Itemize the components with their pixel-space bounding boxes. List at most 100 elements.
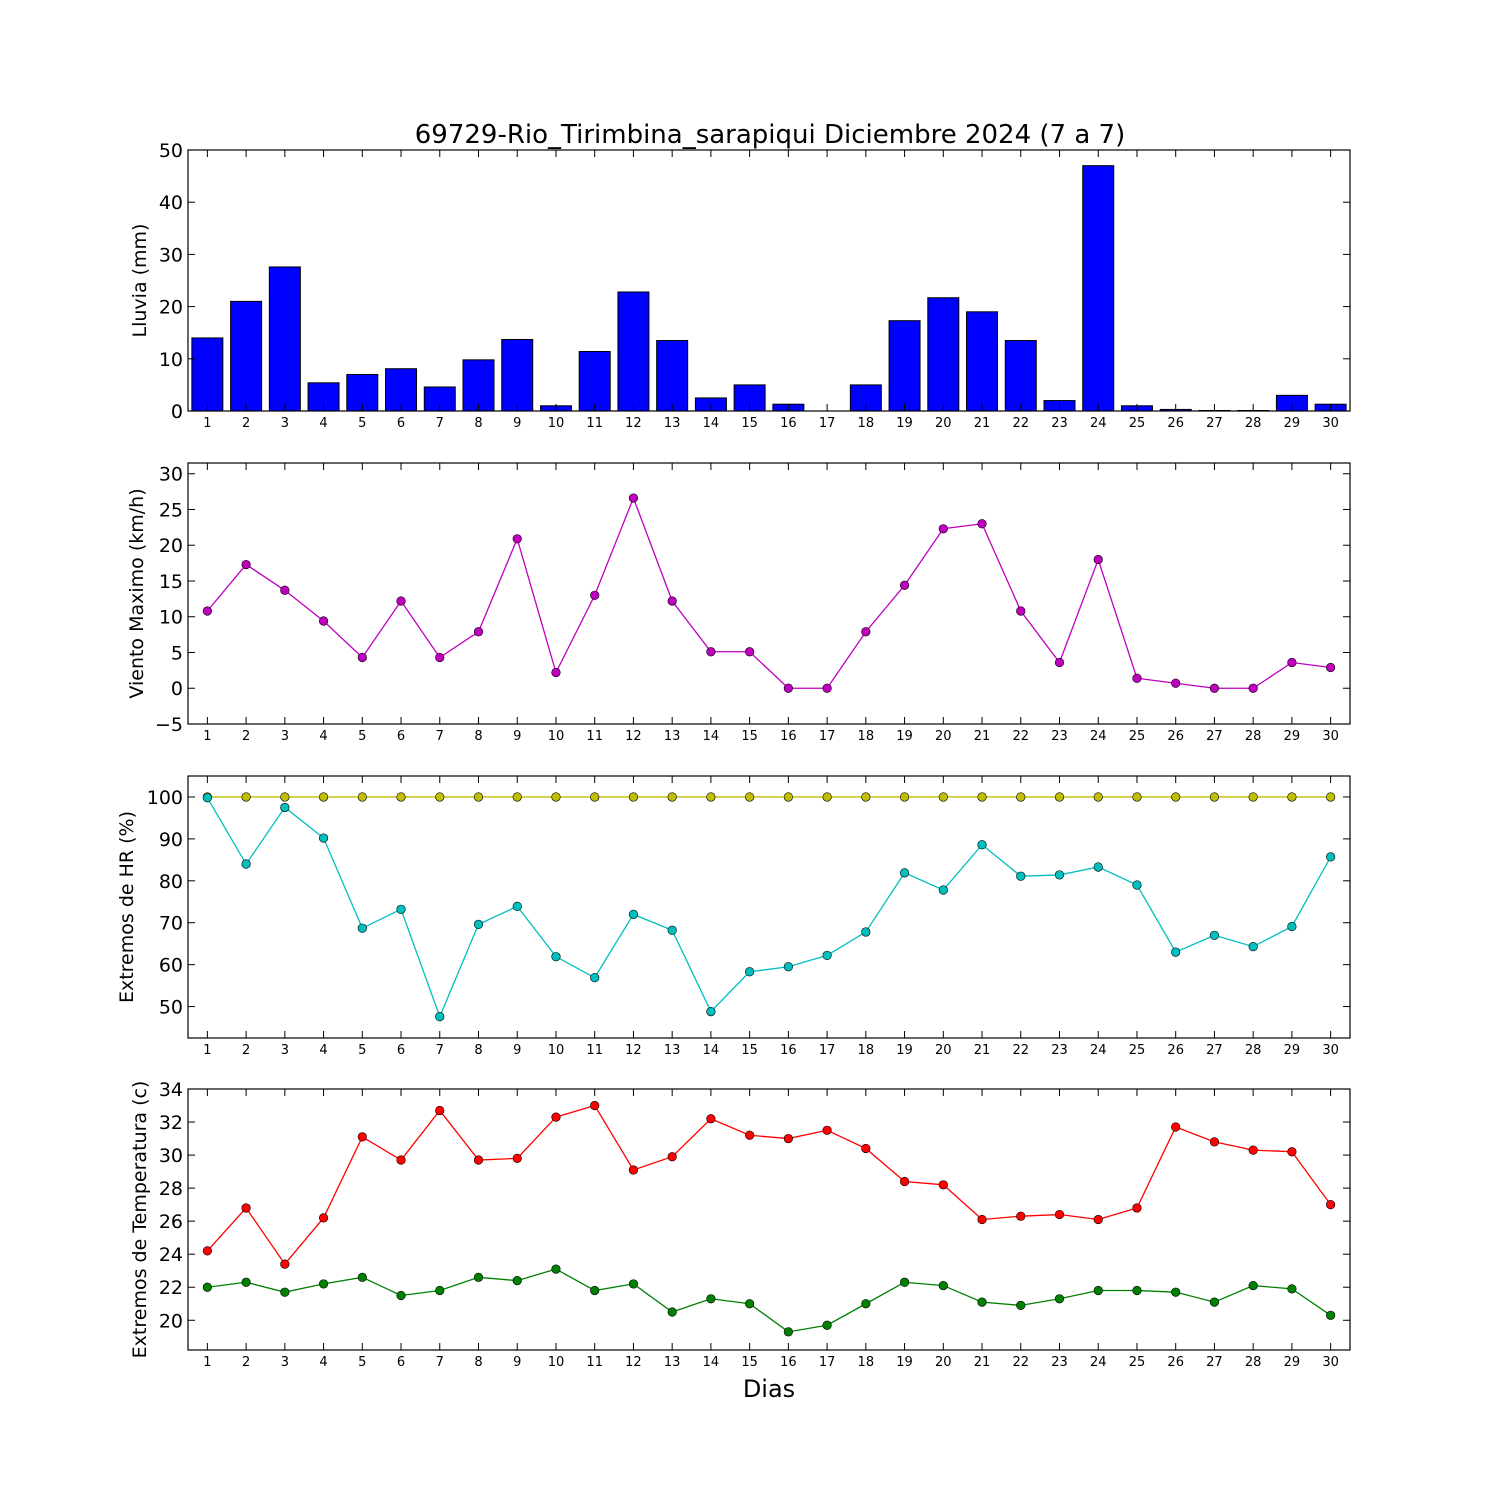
x-tick-label: 6 bbox=[397, 729, 405, 744]
point-day-4 bbox=[318, 616, 329, 626]
x-tick-label: 9 bbox=[513, 416, 521, 431]
x-tick-label: 6 bbox=[397, 1355, 405, 1370]
point-day-20 bbox=[938, 1180, 948, 1190]
x-tick-label: 26 bbox=[1167, 1355, 1184, 1370]
point-day-5 bbox=[357, 1132, 367, 1142]
x-tick-label: 20 bbox=[935, 1355, 952, 1370]
y-axis-label: Viento Maximo (km/h) bbox=[126, 488, 148, 698]
x-tick-label: 30 bbox=[1322, 1355, 1339, 1370]
point-day-18 bbox=[861, 792, 871, 802]
x-tick-label: 2 bbox=[242, 416, 250, 431]
x-tick-label: 4 bbox=[319, 729, 327, 744]
x-tick-label: 17 bbox=[819, 729, 836, 744]
y-tick-label: 10 bbox=[159, 607, 183, 629]
x-tick-label: 5 bbox=[358, 729, 366, 744]
y-tick-label: 0 bbox=[171, 678, 183, 700]
point-day-10 bbox=[551, 952, 561, 962]
point-day-4 bbox=[318, 1213, 329, 1223]
point-day-21 bbox=[977, 1297, 987, 1307]
y-tick-label: −5 bbox=[155, 714, 183, 736]
point-day-25 bbox=[1132, 880, 1142, 890]
point-day-19 bbox=[899, 1277, 910, 1287]
bar-day-19 bbox=[888, 320, 921, 412]
point-day-24 bbox=[1093, 1285, 1103, 1296]
x-tick-label: 4 bbox=[319, 1355, 327, 1370]
x-tick-label: 26 bbox=[1167, 729, 1184, 744]
bar-day-1 bbox=[191, 337, 224, 412]
x-tick-label: 29 bbox=[1284, 729, 1301, 744]
y-axis-label: Extremos de Temperatura (c) bbox=[129, 1081, 151, 1359]
x-tick-label: 13 bbox=[664, 729, 681, 744]
point-day-27 bbox=[1209, 792, 1220, 802]
point-day-1 bbox=[202, 606, 212, 616]
point-day-10 bbox=[551, 792, 561, 802]
y-tick-label: 24 bbox=[159, 1244, 183, 1266]
x-tick-label: 7 bbox=[436, 1355, 444, 1370]
point-day-20 bbox=[938, 1280, 948, 1291]
point-day-7 bbox=[435, 1012, 445, 1022]
y-tick-label: 15 bbox=[159, 571, 183, 593]
point-day-28 bbox=[1248, 683, 1258, 693]
x-tick-label: 20 bbox=[935, 729, 952, 744]
x-tick-label: 23 bbox=[1051, 729, 1068, 744]
x-tick-label: 28 bbox=[1245, 1355, 1262, 1370]
point-day-24 bbox=[1093, 1214, 1103, 1225]
x-tick-label: 5 bbox=[358, 416, 366, 431]
point-day-18 bbox=[861, 627, 871, 637]
bar-day-3 bbox=[268, 266, 301, 412]
point-day-14 bbox=[706, 792, 716, 802]
point-day-10 bbox=[551, 1264, 561, 1274]
point-day-5 bbox=[357, 792, 367, 802]
point-day-3 bbox=[280, 792, 290, 802]
x-tick-label: 30 bbox=[1322, 416, 1339, 431]
x-tick-label: 1 bbox=[203, 729, 211, 744]
point-day-9 bbox=[512, 534, 522, 544]
x-tick-label: 3 bbox=[281, 729, 289, 744]
point-day-17 bbox=[822, 1320, 832, 1330]
x-tick-label: 20 bbox=[935, 416, 952, 431]
point-day-22 bbox=[1016, 1300, 1026, 1310]
y-tick-label: 30 bbox=[159, 1145, 183, 1167]
point-day-13 bbox=[667, 1152, 677, 1162]
x-tick-label: 23 bbox=[1051, 1355, 1068, 1370]
point-day-27 bbox=[1209, 683, 1220, 693]
point-day-13 bbox=[667, 792, 677, 802]
point-day-8 bbox=[473, 627, 484, 637]
x-tick-label: 11 bbox=[586, 1355, 603, 1370]
x-tick-label: 12 bbox=[625, 416, 642, 431]
x-tick-label: 5 bbox=[358, 1355, 366, 1370]
point-day-2 bbox=[241, 792, 251, 802]
x-tick-label: 27 bbox=[1206, 729, 1223, 744]
x-tick-label: 8 bbox=[474, 729, 482, 744]
x-tick-label: 21 bbox=[974, 1043, 991, 1058]
point-day-18 bbox=[861, 1299, 871, 1309]
y-tick-label: 20 bbox=[159, 535, 183, 557]
point-day-21 bbox=[977, 519, 987, 529]
point-day-8 bbox=[473, 1272, 484, 1282]
x-tick-label: 19 bbox=[896, 729, 913, 744]
y-tick-label: 30 bbox=[159, 244, 183, 266]
point-day-20 bbox=[938, 524, 948, 534]
y-tick-label: 90 bbox=[159, 829, 183, 851]
point-day-19 bbox=[899, 580, 910, 590]
x-tick-label: 16 bbox=[780, 729, 797, 744]
point-day-7 bbox=[435, 1105, 445, 1116]
bar-day-9 bbox=[501, 338, 534, 412]
x-tick-label: 11 bbox=[586, 416, 603, 431]
y-tick-label: 40 bbox=[159, 192, 183, 214]
point-day-5 bbox=[357, 1272, 367, 1282]
y-tick-label: 28 bbox=[159, 1178, 183, 1200]
x-tick-label: 1 bbox=[203, 416, 211, 431]
point-day-22 bbox=[1016, 606, 1026, 616]
x-tick-label: 3 bbox=[281, 416, 289, 431]
point-day-17 bbox=[822, 1125, 832, 1135]
x-tick-label: 23 bbox=[1051, 1043, 1068, 1058]
point-day-23 bbox=[1054, 792, 1065, 802]
point-day-7 bbox=[435, 652, 445, 663]
bar-day-8 bbox=[462, 359, 495, 412]
x-tick-label: 27 bbox=[1206, 416, 1223, 431]
axes-frame bbox=[187, 149, 1351, 412]
point-day-9 bbox=[512, 792, 522, 802]
x-tick-label: 10 bbox=[548, 729, 565, 744]
